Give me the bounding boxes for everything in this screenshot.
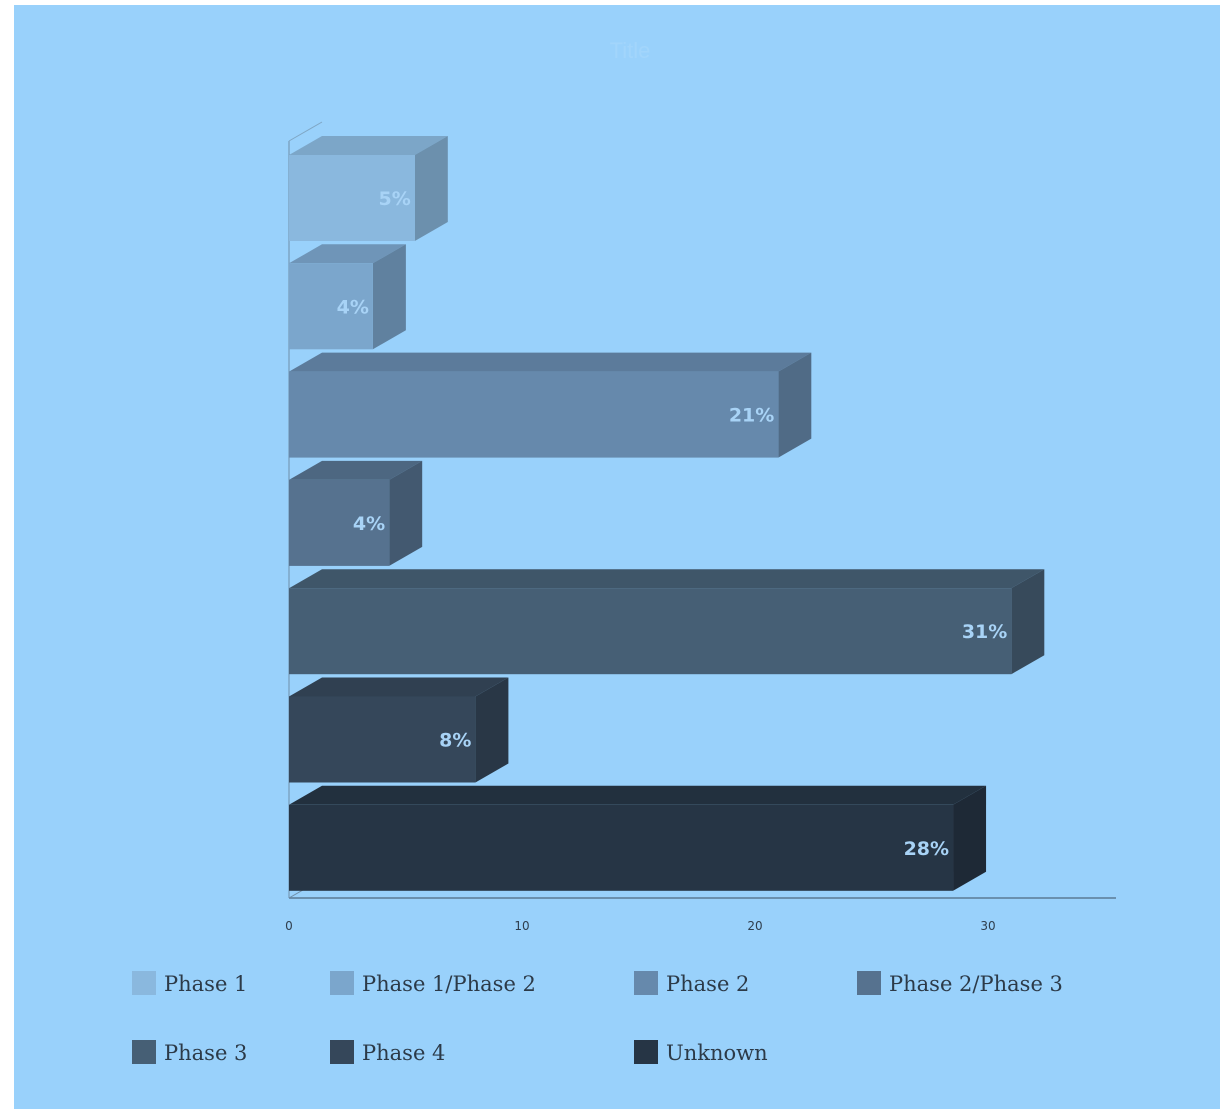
bar-front-face: [289, 479, 390, 566]
legend-item: Phase 2: [634, 971, 749, 996]
legend-swatch: [330, 971, 354, 995]
data-label: 4%: [353, 513, 385, 535]
legend-swatch: [857, 971, 881, 995]
bar-top-face: [289, 677, 509, 697]
bar-side-face: [475, 677, 509, 783]
bar-front-face: [289, 155, 415, 241]
x-axis-ticks: 0 10 20 30: [285, 919, 995, 933]
legend-label: Phase 1/Phase 2: [362, 972, 536, 996]
legend-item: Phase 1/Phase 2: [330, 971, 536, 996]
bar-top-face: [289, 352, 812, 372]
legend-item: Unknown: [634, 1040, 768, 1065]
bar-front-face: [289, 804, 954, 891]
data-labels-group: 5% 4% 21% 4% 31% 8% 28%: [337, 188, 1008, 860]
bar-side-face: [372, 244, 406, 350]
bar: [289, 785, 987, 891]
bar-front-face: [289, 696, 476, 783]
legend-swatch: [330, 1040, 354, 1064]
legend-label: Phase 4: [362, 1041, 445, 1065]
legend: Phase 1 Phase 1/Phase 2 Phase 2 Phase 2/Pha…: [132, 971, 1063, 1065]
bars-group: [289, 136, 1045, 891]
bar: [289, 352, 812, 458]
axis-depth-edge: [288, 121, 323, 142]
data-label: 8%: [439, 730, 471, 752]
legend-item: Phase 1: [132, 971, 247, 996]
bar: [289, 460, 423, 566]
legend-label: Phase 2: [666, 972, 749, 996]
bar-side-face: [414, 136, 448, 241]
chart-title: Title: [610, 38, 651, 63]
legend-label: Phase 1: [164, 972, 247, 996]
data-label: 21%: [729, 405, 774, 427]
legend-label: Unknown: [666, 1041, 768, 1065]
bar-side-face: [1011, 569, 1045, 675]
bar-top-face: [289, 569, 1045, 589]
bar-side-face: [953, 785, 987, 891]
data-label: 5%: [379, 188, 411, 210]
bar-front-face: [289, 588, 1012, 675]
data-label: 4%: [337, 296, 369, 318]
bar-top-face: [289, 460, 423, 480]
x-tick-label: 0: [285, 919, 293, 933]
bar: [289, 244, 406, 350]
data-label: 28%: [904, 838, 949, 860]
data-label: 31%: [962, 621, 1007, 643]
legend-label: Phase 3: [164, 1041, 247, 1065]
legend-swatch: [132, 971, 156, 995]
legend-item: Phase 2/Phase 3: [857, 971, 1063, 996]
bar-side-face: [778, 352, 812, 458]
bar-top-face: [289, 244, 406, 264]
bar-front-face: [289, 263, 373, 350]
x-tick-label: 10: [514, 919, 529, 933]
bar: [289, 677, 509, 783]
bar-top-face: [289, 785, 987, 805]
x-tick-label: 30: [980, 919, 995, 933]
bar-front-face: [289, 371, 779, 458]
legend-item: Phase 4: [330, 1040, 445, 1065]
bar: [289, 569, 1045, 675]
legend-label: Phase 2/Phase 3: [889, 972, 1063, 996]
bar: [289, 136, 448, 241]
legend-swatch: [634, 1040, 658, 1064]
legend-swatch: [634, 971, 658, 995]
bar-side-face: [389, 460, 423, 566]
bar-top-face: [289, 136, 448, 155]
x-tick-label: 20: [747, 919, 762, 933]
legend-item: Phase 3: [132, 1040, 247, 1065]
legend-swatch: [132, 1040, 156, 1064]
